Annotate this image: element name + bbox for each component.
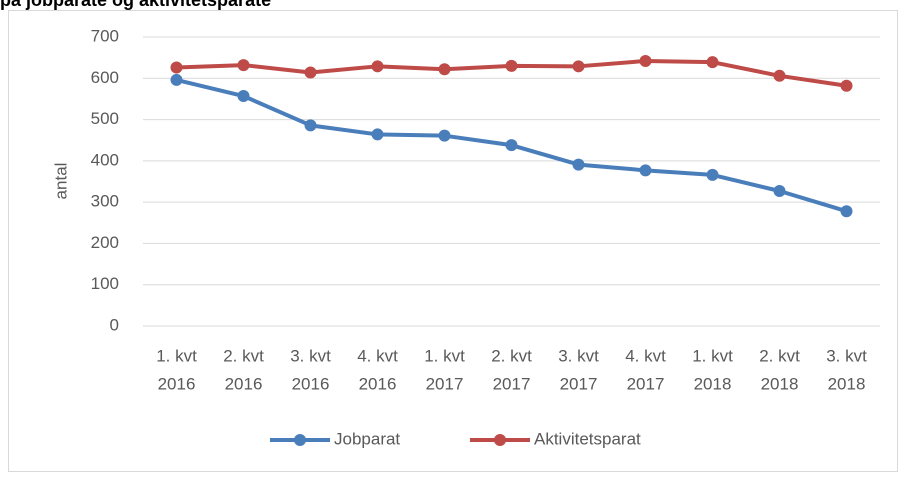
x-tick-label: 2. kvt [223, 346, 264, 365]
x-tick-label: 2. kvt [759, 346, 800, 365]
point [371, 60, 384, 73]
y-tick-label: 200 [91, 233, 119, 252]
x-tick-label: 3. kvt [290, 346, 331, 365]
x-tick-label: 2016 [225, 374, 263, 393]
point [371, 128, 384, 141]
legend-label: Aktivitetsparat [534, 429, 641, 448]
x-tick-label: 3. kvt [826, 346, 867, 365]
point [572, 158, 585, 171]
point [639, 164, 652, 177]
point [304, 66, 317, 79]
y-tick-label: 300 [91, 192, 119, 211]
x-tick-label: 2017 [426, 374, 464, 393]
legend-marker [294, 434, 306, 446]
chart-title: på jobparate og aktivitetsparate [0, 0, 271, 10]
point [170, 73, 183, 86]
x-tick-label: 2018 [828, 374, 866, 393]
point [706, 56, 719, 69]
x-tick-label: 1. kvt [692, 346, 733, 365]
y-tick-label: 0 [110, 315, 119, 334]
x-tick-label: 4. kvt [625, 346, 666, 365]
legend-label: Jobparat [334, 429, 400, 448]
y-tick-label: 600 [91, 68, 119, 87]
x-tick-label: 2. kvt [491, 346, 532, 365]
point [706, 168, 719, 181]
x-tick-label: 2018 [761, 374, 799, 393]
x-tick-label: 2016 [158, 374, 196, 393]
y-axis-label: antal [51, 163, 70, 200]
point [170, 61, 183, 74]
x-tick-label: 2017 [493, 374, 531, 393]
x-tick-label: 2016 [292, 374, 330, 393]
x-tick-label: 2017 [627, 374, 665, 393]
chart-border [8, 10, 898, 472]
point [505, 139, 518, 152]
x-tick-label: 2016 [359, 374, 397, 393]
x-tick-label: 1. kvt [424, 346, 465, 365]
point [773, 69, 786, 82]
y-tick-label: 700 [91, 26, 119, 45]
y-tick-label: 100 [91, 274, 119, 293]
x-tick-label: 2018 [694, 374, 732, 393]
point [237, 90, 250, 103]
point [840, 205, 853, 218]
y-tick-label: 400 [91, 150, 119, 169]
point [639, 54, 652, 67]
point [438, 129, 451, 142]
point [840, 79, 853, 92]
point [773, 184, 786, 197]
y-tick-label: 500 [91, 109, 119, 128]
point [304, 119, 317, 132]
x-tick-label: 4. kvt [357, 346, 398, 365]
x-tick-label: 2017 [560, 374, 598, 393]
point [505, 59, 518, 72]
point [438, 63, 451, 76]
x-tick-label: 3. kvt [558, 346, 599, 365]
point [237, 59, 250, 72]
x-tick-label: 1. kvt [156, 346, 197, 365]
legend-marker [494, 434, 506, 446]
point [572, 60, 585, 73]
